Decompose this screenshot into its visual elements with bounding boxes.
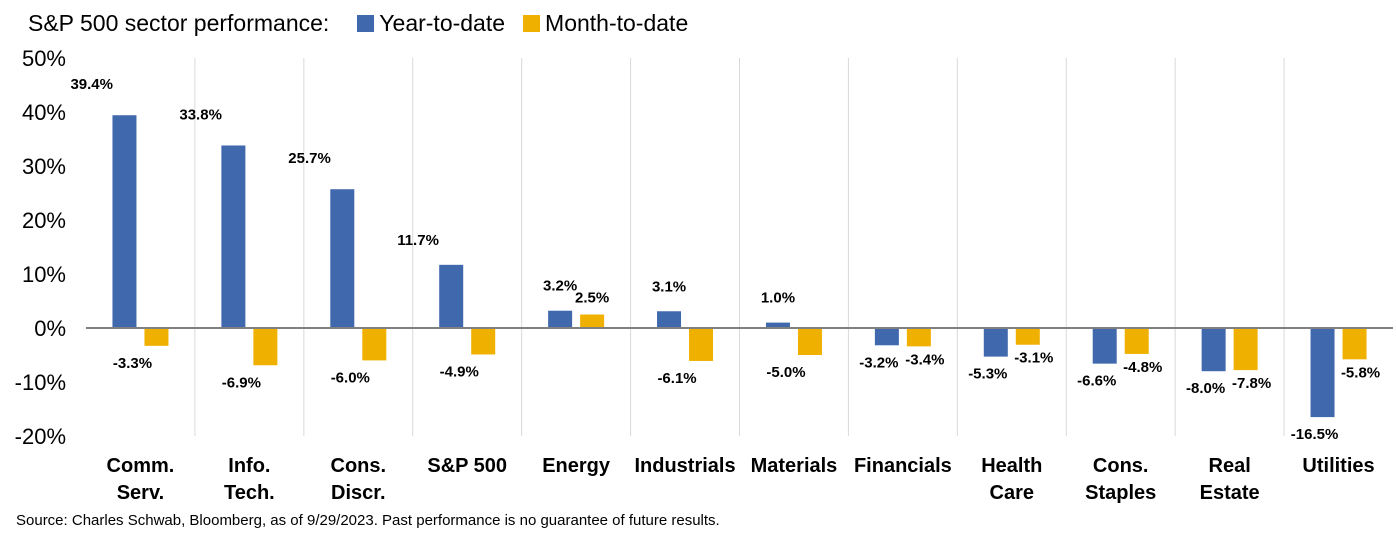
category-label: S&P 500 — [427, 455, 507, 477]
category-label: Financials — [854, 455, 952, 477]
category-label: Utilities — [1302, 455, 1374, 477]
data-label-ytd: 1.0% — [761, 290, 795, 307]
bar-ytd — [439, 264, 464, 328]
y-tick-label: -10% — [15, 370, 66, 395]
data-label-mtd: -6.1% — [657, 370, 696, 387]
category-label: Tech. — [224, 482, 275, 504]
bar-ytd — [983, 328, 1008, 357]
data-label-ytd: -16.5% — [1291, 426, 1339, 443]
legend-item-mtd: Month-to-date — [523, 10, 688, 37]
data-label-mtd: -6.9% — [222, 374, 261, 391]
category-label: Estate — [1200, 482, 1260, 504]
data-label-ytd: -3.2% — [859, 354, 898, 371]
data-label-mtd: -4.8% — [1123, 359, 1162, 376]
bar-mtd — [797, 328, 822, 355]
bar-mtd — [362, 328, 387, 361]
bar-mtd — [1124, 328, 1149, 354]
data-label-mtd: -3.1% — [1014, 350, 1053, 367]
bar-mtd — [580, 314, 605, 328]
category-label: Discr. — [331, 482, 385, 504]
category-label: Care — [990, 482, 1034, 504]
bar-ytd — [330, 189, 355, 328]
bar-ytd — [1310, 328, 1335, 418]
data-label-mtd: -3.4% — [905, 351, 944, 368]
chart-title: S&P 500 sector performance: — [28, 9, 330, 36]
bar-ytd — [221, 145, 246, 328]
legend-label-ytd: Year-to-date — [379, 9, 506, 36]
y-tick-label: -20% — [15, 424, 66, 449]
data-label-ytd: 25.7% — [288, 150, 331, 167]
bar-mtd — [1015, 328, 1040, 345]
data-label-ytd: -6.6% — [1077, 373, 1116, 390]
legend-label-mtd: Month-to-date — [545, 9, 689, 36]
data-label-ytd: -5.3% — [968, 366, 1007, 383]
y-tick-label: 50% — [22, 46, 66, 71]
category-label: Comm. — [107, 455, 175, 477]
category-label: Cons. — [331, 455, 387, 477]
category-label: Info. — [228, 455, 270, 477]
data-label-ytd: 33.8% — [179, 106, 222, 123]
bar-mtd — [253, 328, 278, 366]
data-label-ytd: 11.7% — [397, 232, 439, 249]
data-label-ytd: 3.2% — [543, 278, 577, 295]
data-label-mtd: -5.8% — [1341, 364, 1380, 381]
data-label-mtd: 2.5% — [575, 290, 609, 307]
data-label-mtd: -6.0% — [331, 369, 370, 386]
bar-ytd — [1092, 328, 1117, 364]
data-label-mtd: -3.3% — [113, 355, 152, 372]
y-tick-label: 0% — [34, 316, 66, 341]
bar-ytd — [1201, 328, 1226, 372]
bar-mtd — [471, 328, 496, 355]
category-label: Materials — [751, 455, 838, 477]
legend: S&P 500 sector performance: Year-to-date… — [28, 8, 706, 38]
category-label: Staples — [1085, 482, 1156, 504]
category-label: Real — [1209, 455, 1251, 477]
data-label-mtd: -7.8% — [1232, 375, 1271, 392]
category-label: Cons. — [1093, 455, 1149, 477]
y-tick-label: 20% — [22, 208, 66, 233]
bar-mtd — [906, 328, 931, 347]
data-label-ytd: 39.4% — [70, 76, 113, 93]
legend-swatch-mtd — [523, 14, 541, 32]
data-label-ytd: 3.1% — [652, 278, 686, 295]
category-label: Energy — [542, 455, 611, 477]
y-tick-label: 40% — [22, 100, 66, 125]
category-label: Serv. — [117, 482, 164, 504]
bar-mtd — [144, 328, 169, 346]
data-label-mtd: -5.0% — [766, 364, 805, 381]
bar-mtd — [1342, 328, 1367, 360]
legend-swatch-ytd — [357, 14, 375, 32]
data-label-ytd: -8.0% — [1186, 380, 1225, 397]
bar-ytd — [765, 322, 790, 328]
bar-mtd — [1233, 328, 1258, 371]
y-tick-label: 30% — [22, 154, 66, 179]
source-note: Source: Charles Schwab, Bloomberg, as of… — [16, 512, 720, 529]
y-tick-label: 10% — [22, 262, 66, 287]
legend-item-ytd: Year-to-date — [357, 10, 505, 37]
bar-ytd — [548, 310, 573, 328]
category-label: Industrials — [634, 455, 735, 477]
bar-ytd — [874, 328, 899, 346]
bar-ytd — [657, 311, 682, 328]
bar-ytd — [112, 115, 137, 329]
data-label-mtd: -4.9% — [440, 363, 479, 380]
bar-mtd — [689, 328, 714, 361]
category-label: Health — [981, 455, 1042, 477]
